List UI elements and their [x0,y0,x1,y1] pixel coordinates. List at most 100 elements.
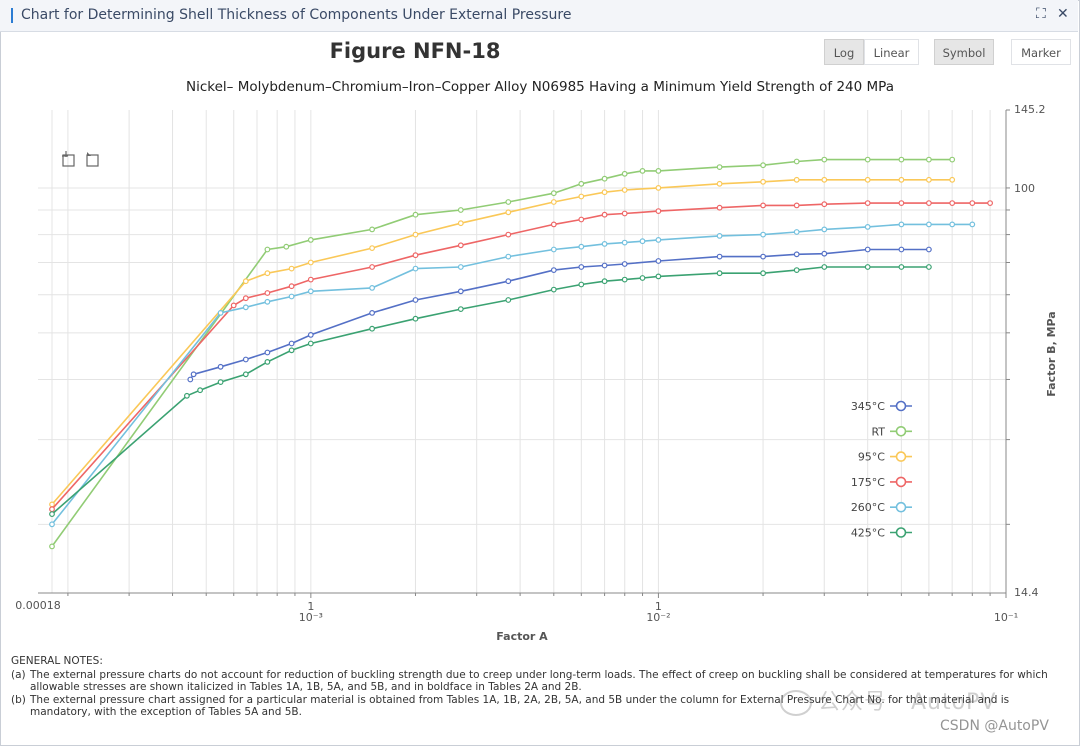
general-notes: GENERAL NOTES: (a) The external pressure… [11,655,1071,719]
data-point [639,238,646,245]
data-point [369,226,376,233]
data-point [655,167,662,174]
window-title: Chart for Determining Shell Thickness of… [21,7,572,23]
data-point [621,187,628,193]
data-point [264,349,271,356]
data-point [217,363,224,370]
data-point [655,258,662,264]
data-point [898,200,905,207]
data-point [307,276,314,283]
close-icon[interactable]: ✕ [1057,6,1069,22]
data-point [621,239,628,246]
legend-item-345C[interactable]: 345°C [851,400,912,413]
legend-item-260C[interactable]: 260°C [851,501,912,514]
y-tick-label: 100 [1014,182,1035,195]
data-point [230,302,237,309]
data-point [264,246,271,253]
note-a: (a) The external pressure charts do not … [11,669,1071,694]
data-point [926,200,932,207]
legend-label: 345°C [851,400,885,413]
data-point [183,392,190,399]
legend-item-RT[interactable]: RT [871,425,912,438]
data-point [412,297,419,303]
legend-label: 425°C [851,527,885,540]
legend-item-175C[interactable]: 175°C [851,476,912,489]
data-point [949,221,956,228]
data-point [621,210,628,217]
data-point [264,270,271,277]
data-point [49,543,55,550]
symbol-button[interactable]: Symbol [934,39,994,65]
data-point [864,200,871,207]
expand-icon[interactable]: ⛶ [1036,6,1046,22]
x-tick-label-min: 0.00018 [15,599,61,612]
legend-item-425C[interactable]: 425°C [851,527,912,540]
data-point [505,231,512,238]
x-tick-label-exponent: 10⁻³ [299,611,323,624]
legend-marker [895,476,907,488]
data-point [307,288,314,295]
legend-marker [895,400,907,412]
data-point [197,387,204,394]
data-point [655,184,662,191]
data-point [578,264,585,270]
data-point [898,264,905,270]
data-point [550,267,557,274]
data-point [864,176,871,183]
data-point [369,245,376,252]
linear-scale-button[interactable]: Linear [864,39,919,65]
x-tick-label: 1 [307,600,314,613]
data-point [655,273,662,280]
title-bar: Chart for Determining Shell Thickness of… [0,0,1078,32]
note-a-text: The external pressure charts do not acco… [30,668,1048,694]
data-point [457,288,464,295]
data-point [864,156,871,163]
x-tick-label: 1 [655,600,662,613]
zoom-icon[interactable] [62,151,75,167]
series-95C [49,176,956,508]
data-point [217,379,224,386]
data-point [457,242,464,249]
data-point [760,231,766,238]
data-point [412,211,419,218]
data-point [288,293,295,300]
chart-toolbox [62,151,99,167]
data-point [242,295,249,302]
watermark-text: 公众号 · AutoPV [818,690,997,715]
data-point [369,264,376,270]
legend-label: 260°C [851,501,885,514]
legend-marker [895,451,907,462]
notes-header: GENERAL NOTES: [11,655,103,667]
data-point [621,261,628,267]
legend-marker [895,425,907,437]
data-point [288,265,295,272]
data-point [264,359,271,365]
series-line-95C [51,179,953,505]
log-scale-button[interactable]: Log [824,39,864,65]
y-axis-title: Factor B, MPa [1045,311,1058,396]
data-point [264,290,271,296]
data-point [264,298,271,305]
legend-item-95C[interactable]: 95°C [858,451,912,464]
data-point [49,521,55,528]
data-point [578,180,585,187]
data-point [821,250,828,257]
data-point [550,190,557,197]
chart-subtitle: Nickel– Molybdenum–Chromium–Iron–Copper … [186,79,894,95]
wechat-icon [780,690,812,716]
title-accent-bar [11,8,13,23]
watermark: 公众号 · AutoPV [780,684,996,716]
data-point [288,340,295,347]
marker-button[interactable]: Marker [1011,39,1071,65]
data-point [550,221,557,228]
data-point [601,175,608,182]
data-point [898,176,905,183]
series-260C [49,221,976,528]
series-line-425C [51,266,929,515]
series-345C [187,246,932,383]
data-point [821,264,828,270]
legend-label: 95°C [858,451,885,464]
zoom-reset-icon[interactable] [86,152,99,167]
